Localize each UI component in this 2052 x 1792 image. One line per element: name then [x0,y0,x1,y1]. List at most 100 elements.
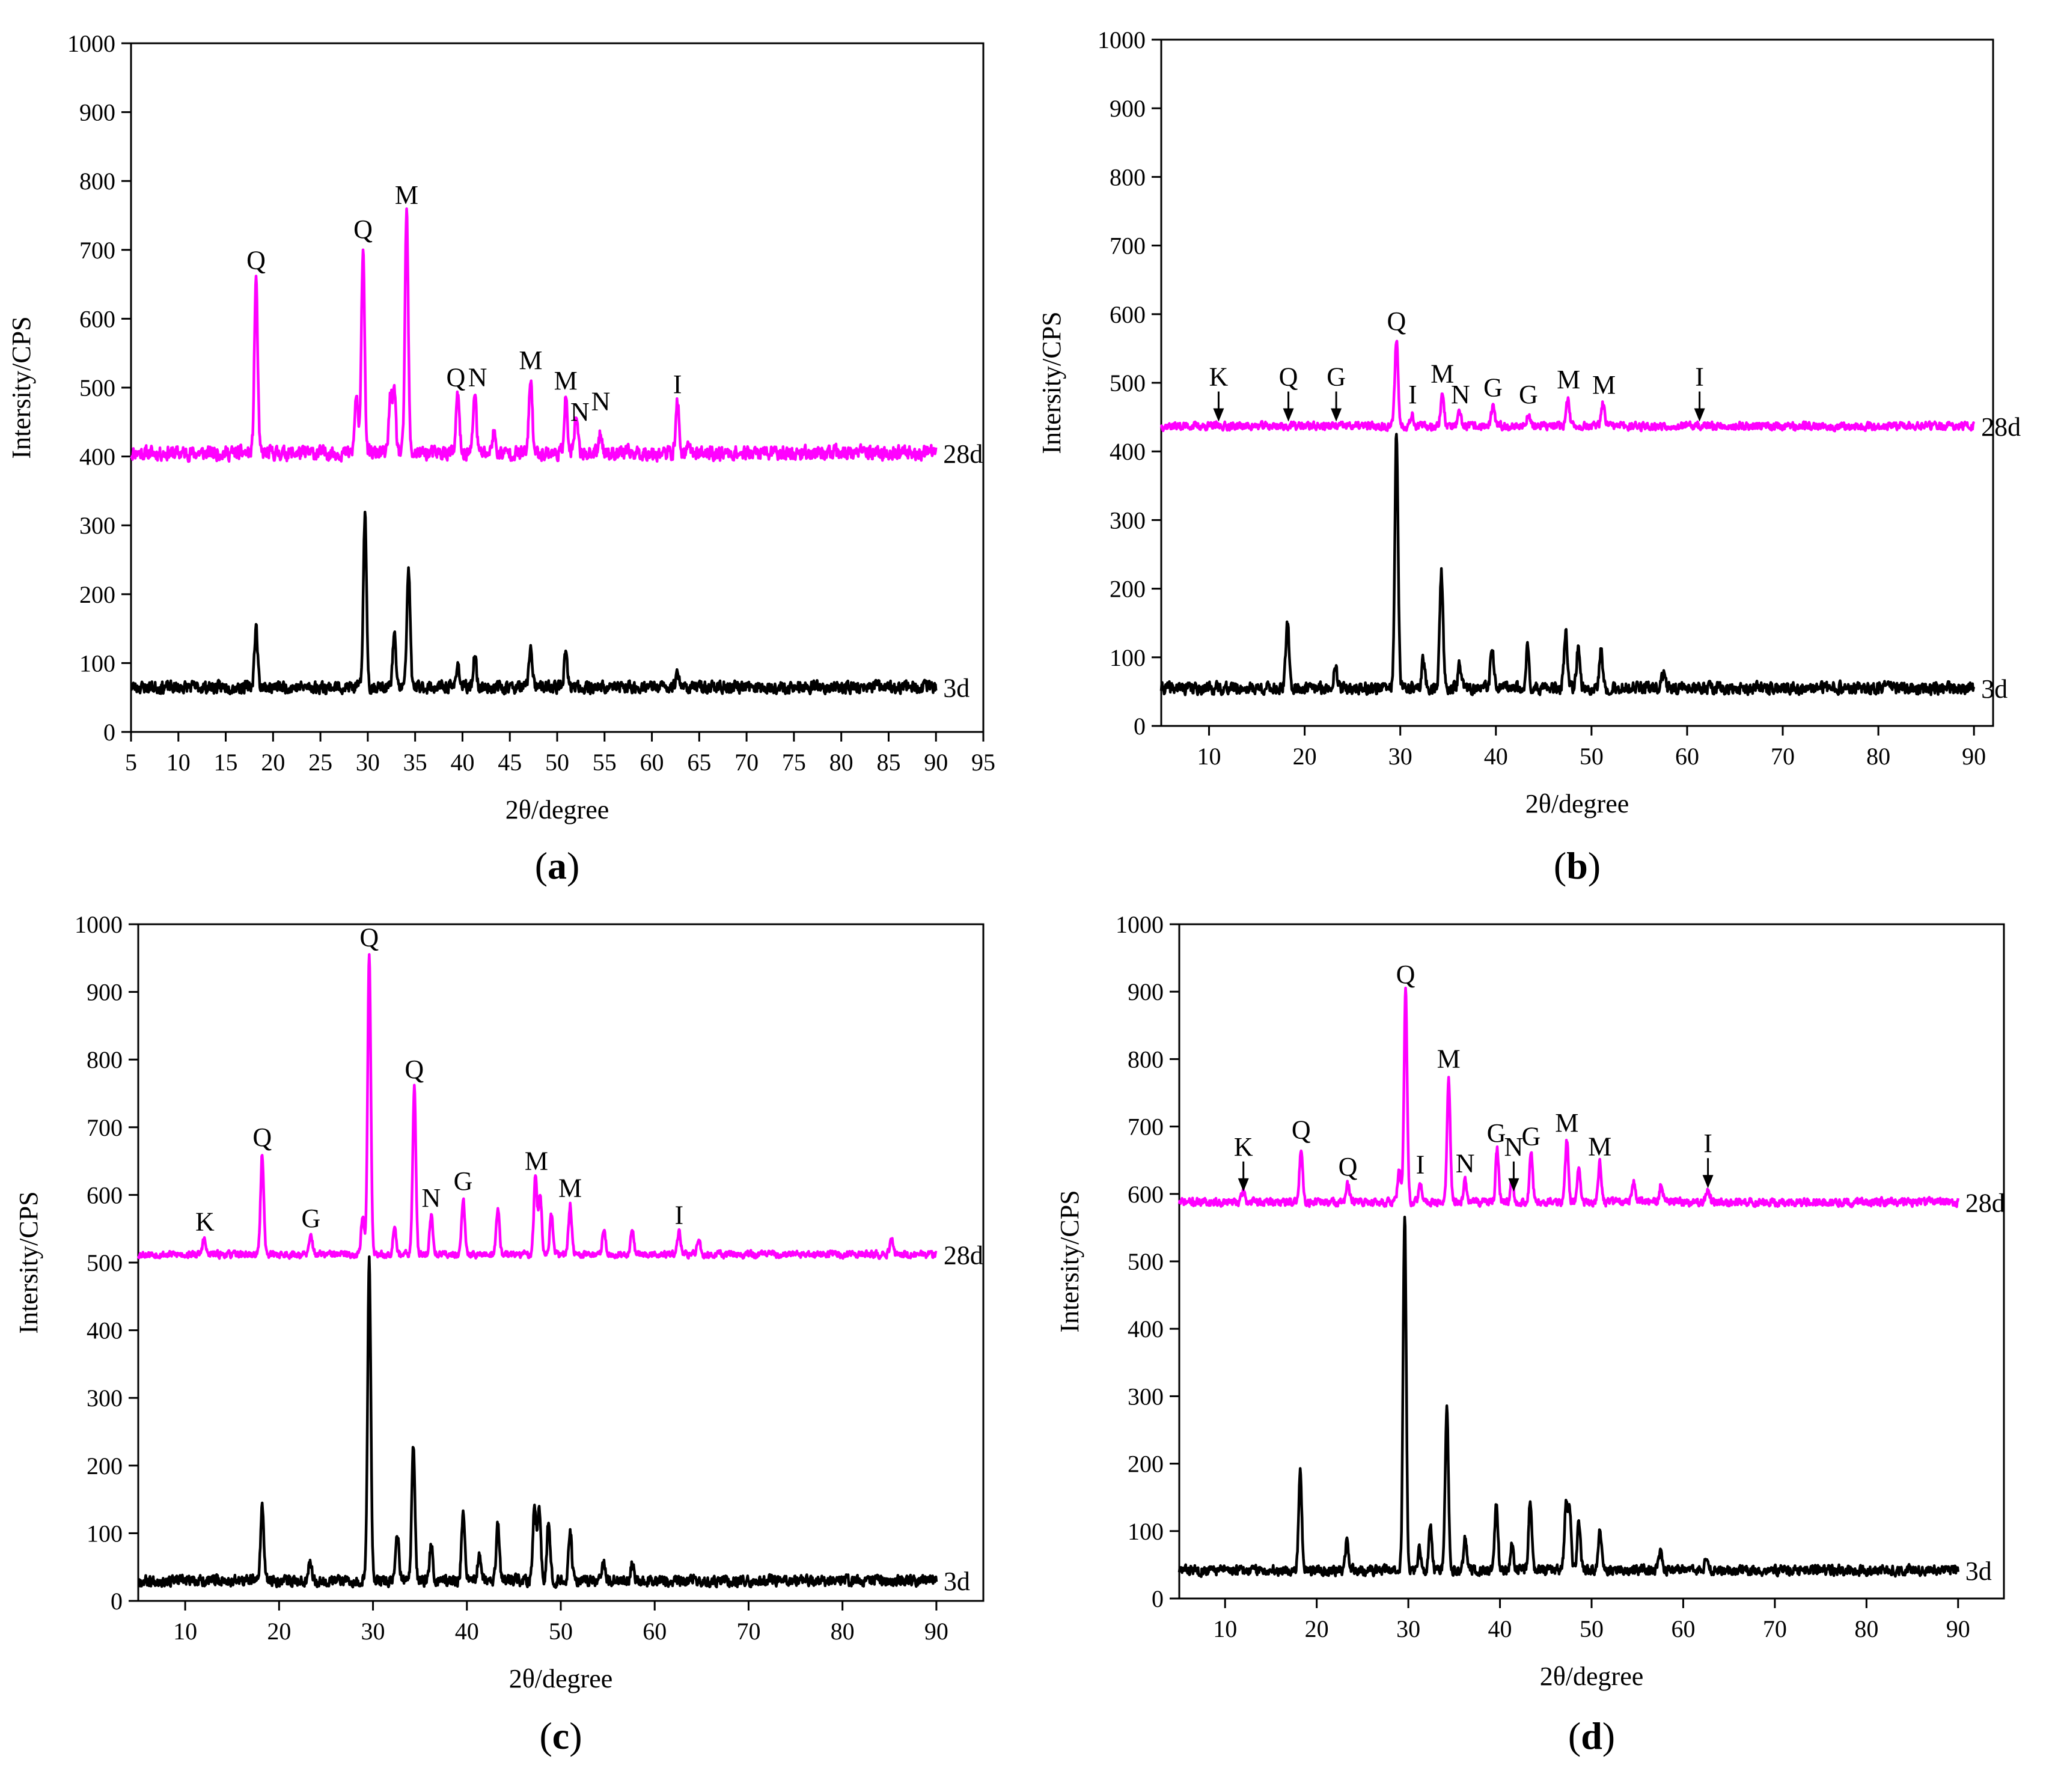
peak-label: I [1408,380,1417,409]
x-axis-title: 2θ/degree [505,795,609,824]
peak-label: Q [1339,1152,1358,1181]
peak-label: N [422,1183,441,1213]
series-28d-line [1177,986,1960,1208]
series-3d-label: 3d [944,1567,970,1596]
series-28d-label: 28d [943,439,983,469]
panel-label-letter: c [552,1714,569,1757]
y-tick-label: 600 [79,305,115,332]
x-tick-label: 90 [1962,743,1986,770]
plot-frame [1178,923,2005,1600]
x-tick-label: 20 [267,1618,291,1645]
x-tick-label: 30 [1388,743,1412,770]
peak-label: M [1431,359,1454,389]
y-tick-label: 500 [1128,1248,1164,1275]
peak-label: Q [252,1123,272,1152]
series-28d-line [136,953,938,1260]
panel-label: (c) [539,1714,582,1757]
peak-label: M [1437,1044,1461,1073]
panel-label-open: ( [1568,1714,1581,1757]
y-tick-label: 700 [1110,233,1146,260]
series-3d-line [1159,433,1976,696]
x-tick-label: 75 [782,749,806,776]
peak-label: Q [1387,306,1406,336]
y-axis-title: Intersity/CPS [14,1191,43,1333]
peak-label: K [1209,362,1229,392]
x-tick-label: 90 [1946,1615,1970,1642]
x-tick-label: 95 [971,749,995,776]
x-tick-label: 80 [831,1618,855,1645]
x-tick-label: 80 [1854,1615,1878,1642]
y-tick-label: 400 [87,1317,123,1344]
peak-label: N [1504,1132,1524,1162]
x-tick-label: 70 [1763,1615,1787,1642]
y-tick-label: 1000 [1116,911,1164,938]
peak-label: G [1519,380,1538,409]
y-axis-title: Intersity/CPS [1037,311,1066,454]
arrow-head [1508,1178,1519,1192]
x-tick-label: 50 [1580,743,1604,770]
y-axis-title: Intersity/CPS [7,316,36,459]
panel-label-open: ( [535,844,548,887]
x-tick-label: 60 [640,749,664,776]
x-tick-label: 30 [1396,1615,1420,1642]
x-tick-label: 40 [450,749,474,776]
peak-label: M [558,1173,582,1202]
peak-label: I [1703,1129,1712,1158]
x-tick-label: 65 [687,749,711,776]
x-axis-title: 2θ/degree [1525,789,1629,818]
x-tick-label: 70 [1771,743,1795,770]
peak-label: N [1456,1148,1475,1178]
peak-label: M [1555,1108,1578,1138]
y-tick-label: 900 [1128,978,1164,1005]
peak-label: G [454,1166,473,1196]
y-tick-label: 1000 [75,911,123,938]
panel-d-chart: 0 100 200 300 400 500 600 700 800 900 1000 10 20 30 40… [1055,911,2005,1757]
y-tick-label: 200 [1110,576,1146,603]
peak-label: K [195,1207,215,1237]
peak-label: Q [1396,960,1415,989]
panel-label-close: ) [567,844,579,887]
peak-label: G [1327,362,1346,392]
y-tick-label: 600 [1128,1181,1164,1208]
series-28d-line [1159,340,1976,433]
panel-label-letter: b [1566,844,1588,887]
y-tick-label: 300 [79,512,115,539]
x-tick-label: 60 [643,1618,667,1645]
panel-a-chart: 0 100 200 300 400 500 600 700 800 900 1000 5 10 15 20 2… [7,30,995,887]
peak-label: Q [405,1055,424,1084]
series-3d-line [137,1255,938,1589]
peak-label: M [554,366,578,395]
peak-label: G [1483,373,1503,403]
x-tick-label: 10 [166,749,191,776]
x-tick-label: 70 [736,1618,760,1645]
peak-label: Q [447,362,466,392]
x-tick-label: 55 [593,749,617,776]
x-tick-label: 10 [1197,743,1221,770]
panel-label-letter: d [1581,1714,1602,1757]
series-3d-line [1177,1216,1960,1578]
x-tick-label: 40 [455,1618,479,1645]
y-tick-label: 0 [103,719,115,746]
peak-label: M [519,346,542,375]
peak-label: Q [1279,362,1298,392]
panel-b-chart: 0 100 200 300 400 500 600 700 800 900 1000 10 20 30 40… [1037,26,2021,887]
series-28d-label: 28d [944,1240,983,1270]
x-tick-label: 20 [1293,743,1317,770]
peak-label: G [1521,1121,1541,1151]
x-tick-label: 25 [308,749,332,776]
x-tick-label: 85 [876,749,900,776]
y-tick-label: 900 [1110,95,1146,122]
peak-label: I [1695,362,1704,392]
series-28d-label: 28d [1981,412,2021,442]
arrow-head [1702,1175,1714,1189]
y-tick-label: 200 [87,1452,123,1480]
x-tick-label: 40 [1488,1615,1512,1642]
x-tick-label: 10 [1213,1615,1237,1642]
peak-label: I [673,370,682,399]
peak-label: K [1234,1132,1253,1162]
peak-label: Q [359,923,379,952]
y-tick-label: 100 [1128,1518,1164,1545]
peak-label: G [1487,1118,1506,1148]
x-axis-title: 2θ/degree [1540,1662,1644,1691]
